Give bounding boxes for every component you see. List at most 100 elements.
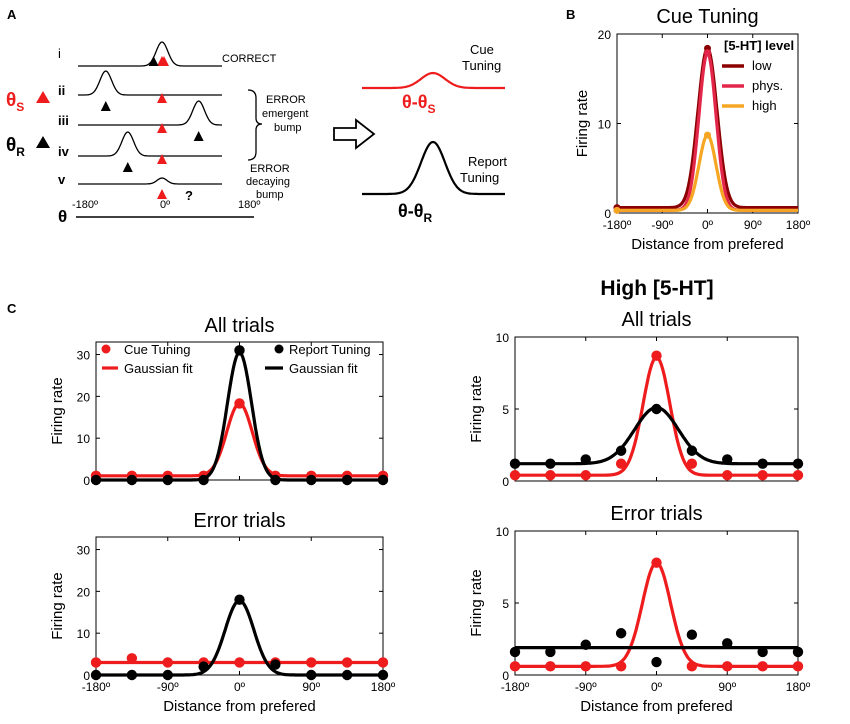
error-decaying-line3: bump bbox=[256, 189, 284, 201]
chart-c-high-all: All trials 0 5 10 Firing rate bbox=[468, 309, 804, 489]
x-tick-label: -180º bbox=[603, 218, 632, 232]
chart-title: All trials bbox=[621, 309, 691, 331]
legend-label-low: low bbox=[752, 58, 772, 73]
data-point-report bbox=[509, 458, 521, 469]
chart-c-low-all: All trials 0 10 20 30 Firing rate Cue Tuning Ga… bbox=[49, 315, 389, 488]
hollow-right-arrow-icon bbox=[333, 118, 376, 150]
data-point-report bbox=[545, 458, 556, 469]
theta-r-marker-row-iii bbox=[193, 131, 204, 141]
cue-tuning-label-line1: Cue bbox=[470, 42, 494, 57]
data-point-cue bbox=[651, 350, 662, 361]
chart-title: Cue Tuning bbox=[656, 6, 758, 28]
cue-formula: θ-θS bbox=[402, 92, 435, 116]
theta-s-marker-row-i-top bbox=[159, 56, 169, 66]
theta-s-marker-row-iii bbox=[157, 123, 167, 133]
y-axis-label: Firing rate bbox=[574, 90, 591, 158]
row-label-iii: iii bbox=[58, 113, 69, 128]
bump-curve-row-ii bbox=[78, 70, 222, 96]
legend-label-phys: phys. bbox=[752, 78, 783, 93]
data-point-cue bbox=[580, 661, 591, 672]
series-peak-point bbox=[704, 49, 711, 57]
panel-label-c: C bbox=[7, 301, 17, 316]
data-point-cue bbox=[90, 657, 102, 668]
data-point-cue bbox=[509, 661, 521, 672]
y-tick-label: 0 bbox=[502, 669, 509, 683]
theta-axis-symbol: θ bbox=[58, 207, 67, 226]
chart-title: All trials bbox=[204, 315, 274, 337]
y-tick-label: 0 bbox=[83, 474, 90, 488]
fit-line-report bbox=[515, 405, 798, 466]
data-point-cue bbox=[757, 661, 768, 672]
data-point-report bbox=[757, 458, 768, 469]
chart-b: Cue Tuning 0 10 20 -180º -90º 0º 90º 180ºDistanc… bbox=[574, 6, 811, 253]
legend-report-points-label: Report Tuning bbox=[289, 342, 371, 357]
data-point-cue bbox=[341, 657, 353, 668]
chart-c-low-error: Error trials 0 10 20 30 -180º -90º 0º 90º 180º Dis… bbox=[49, 510, 396, 715]
legend-cue-points-label: Cue Tuning bbox=[124, 342, 191, 357]
data-point-report bbox=[306, 669, 317, 681]
report-tuning-label-line1: Report bbox=[468, 154, 507, 169]
theta-r-symbol: θR bbox=[6, 135, 25, 159]
data-point-report bbox=[686, 629, 698, 640]
row-label-i: i bbox=[58, 46, 61, 61]
y-tick-label: 20 bbox=[77, 585, 91, 599]
x-axis-label: Distance from prefered bbox=[631, 236, 784, 253]
y-tick-label: 10 bbox=[598, 118, 612, 132]
y-tick-label: 0 bbox=[604, 207, 611, 221]
bump-curve-row-v bbox=[78, 177, 222, 185]
annotation-correct: CORRECT bbox=[222, 53, 277, 65]
theta-tick-zero: 0º bbox=[160, 199, 170, 211]
data-point-report bbox=[545, 646, 556, 658]
bump-curve-row-i bbox=[78, 41, 222, 67]
y-tick-label: 10 bbox=[77, 432, 91, 446]
x-tick-label: -180º bbox=[501, 680, 530, 694]
bump-curve-row-iii bbox=[78, 100, 222, 126]
data-point-report bbox=[509, 646, 521, 658]
report-tuning-mini-curve bbox=[362, 140, 505, 196]
x-tick-label: 90º bbox=[744, 218, 762, 232]
y-axis-label: Firing rate bbox=[49, 377, 66, 445]
data-point-report bbox=[651, 656, 662, 668]
error-emergent-line3: bump bbox=[274, 122, 302, 134]
data-point-cue bbox=[722, 470, 733, 481]
y-tick-label: 10 bbox=[77, 627, 91, 641]
bump-curve-row-iv bbox=[78, 131, 222, 157]
theta-s-marker-row-v bbox=[157, 189, 167, 199]
data-point-report bbox=[615, 628, 627, 639]
report-tuning-label-line2: Tuning bbox=[460, 170, 499, 185]
x-tick-label: -90º bbox=[575, 680, 597, 694]
legend-title: [5-HT] level bbox=[724, 38, 794, 53]
y-tick-label: 10 bbox=[496, 331, 510, 345]
data-point-cue bbox=[126, 653, 138, 664]
y-axis-label: Firing rate bbox=[49, 572, 66, 640]
data-point-report bbox=[90, 474, 102, 486]
y-axis-label: Firing rate bbox=[468, 375, 485, 443]
data-point-cue bbox=[686, 661, 698, 672]
theta-s-marker-row-iv bbox=[157, 154, 167, 164]
chart-layer: Cue Tuning 0 10 20 -180º -90º 0º 90º 180º Distanc… bbox=[49, 6, 811, 715]
data-point-cue bbox=[722, 661, 733, 672]
row-label-iv: iv bbox=[58, 144, 70, 159]
x-tick-label: 90º bbox=[302, 680, 320, 694]
theta-r-marker-row-iv bbox=[122, 162, 133, 172]
y-tick-label: 30 bbox=[77, 544, 91, 558]
x-axis-label: Distance from prefered bbox=[580, 698, 733, 715]
data-point-report bbox=[757, 646, 768, 658]
x-tick-label: -180º bbox=[82, 680, 111, 694]
data-point-report bbox=[198, 474, 209, 486]
data-point-cue bbox=[686, 458, 698, 469]
theta-s-triangle-icon bbox=[36, 91, 50, 103]
fit-line-cue bbox=[515, 560, 798, 668]
theta-r-marker-row-i bbox=[148, 56, 159, 66]
high-5ht-title: High [5-HT] bbox=[600, 277, 713, 300]
error-brace bbox=[247, 89, 263, 161]
data-point-report bbox=[162, 669, 173, 681]
row-label-v: v bbox=[58, 172, 66, 187]
y-tick-label: 20 bbox=[598, 28, 612, 42]
data-point-report bbox=[792, 646, 804, 658]
data-point-cue bbox=[162, 657, 173, 668]
data-point-cue bbox=[545, 470, 556, 481]
x-tick-label: 180º bbox=[786, 680, 811, 694]
data-point-report bbox=[615, 445, 627, 456]
